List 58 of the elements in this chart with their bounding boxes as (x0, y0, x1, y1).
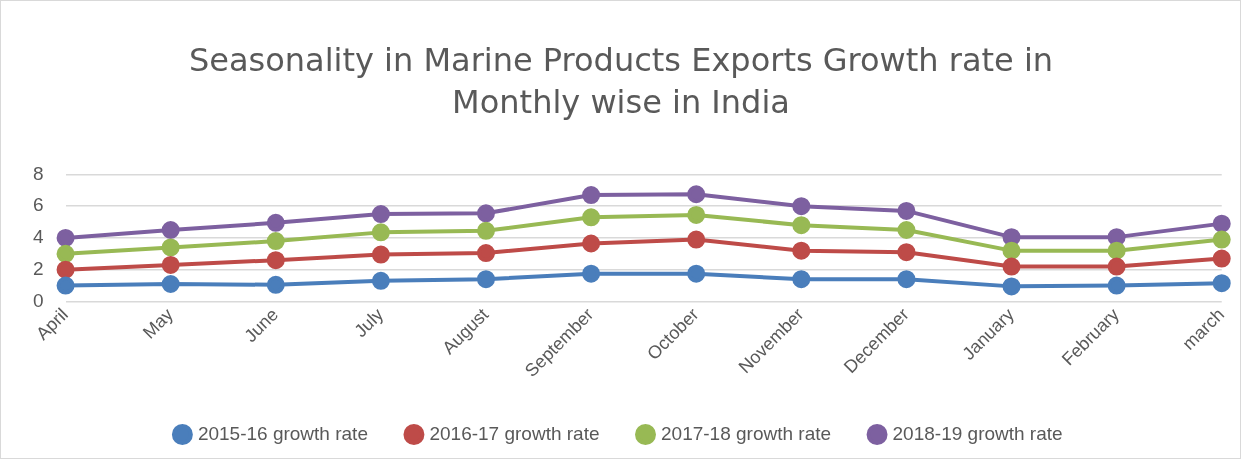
y-tick-label: 8 (32, 162, 44, 184)
point (1107, 257, 1126, 276)
point (476, 244, 495, 263)
point (371, 271, 390, 290)
point (897, 243, 916, 262)
point (161, 275, 180, 293)
point (161, 255, 180, 274)
point (1107, 241, 1126, 260)
y-tick-label: 6 (32, 194, 44, 216)
point (266, 213, 285, 232)
point (371, 245, 390, 264)
point (792, 241, 811, 260)
legend-label: 2016-17 growth rate (429, 422, 600, 444)
point (687, 205, 706, 224)
point (582, 208, 601, 227)
point (56, 276, 75, 295)
point (1212, 230, 1231, 249)
y-tick-label: 0 (32, 289, 44, 311)
point (1107, 276, 1126, 295)
point (1212, 274, 1231, 293)
point (582, 234, 601, 253)
legend-label: 2018-19 growth rate (892, 422, 1063, 444)
point (687, 230, 706, 249)
point (792, 197, 811, 216)
point (792, 270, 811, 289)
point (56, 228, 75, 247)
point (582, 264, 601, 283)
x-tick-label: July (350, 304, 388, 342)
point (266, 275, 285, 294)
point (56, 244, 75, 263)
point (582, 186, 601, 205)
y-tick-label: 2 (32, 257, 44, 279)
point (266, 232, 285, 251)
point (687, 185, 706, 204)
point (897, 201, 916, 220)
x-tick-label: May (138, 304, 178, 343)
point (687, 264, 706, 283)
point (897, 270, 916, 289)
point (371, 205, 390, 224)
y-tick-label: 4 (32, 226, 44, 248)
point (1002, 277, 1021, 296)
chart-title: Seasonality in Marine Products Exports Growth rate in Monthly wise in India (187, 40, 1055, 123)
point (1212, 214, 1231, 233)
legend-label: 2015-16 growth rate (197, 422, 368, 444)
point (897, 220, 916, 239)
point (161, 238, 180, 257)
point (792, 216, 811, 235)
point (56, 260, 75, 279)
legend-label: 2017-18 growth rate (661, 422, 832, 444)
point (1212, 249, 1231, 268)
point (371, 223, 390, 242)
point (1002, 241, 1021, 260)
point (161, 220, 180, 239)
point (266, 251, 285, 270)
point (1002, 257, 1021, 276)
point (476, 221, 495, 240)
point (476, 204, 495, 223)
point (476, 270, 495, 289)
